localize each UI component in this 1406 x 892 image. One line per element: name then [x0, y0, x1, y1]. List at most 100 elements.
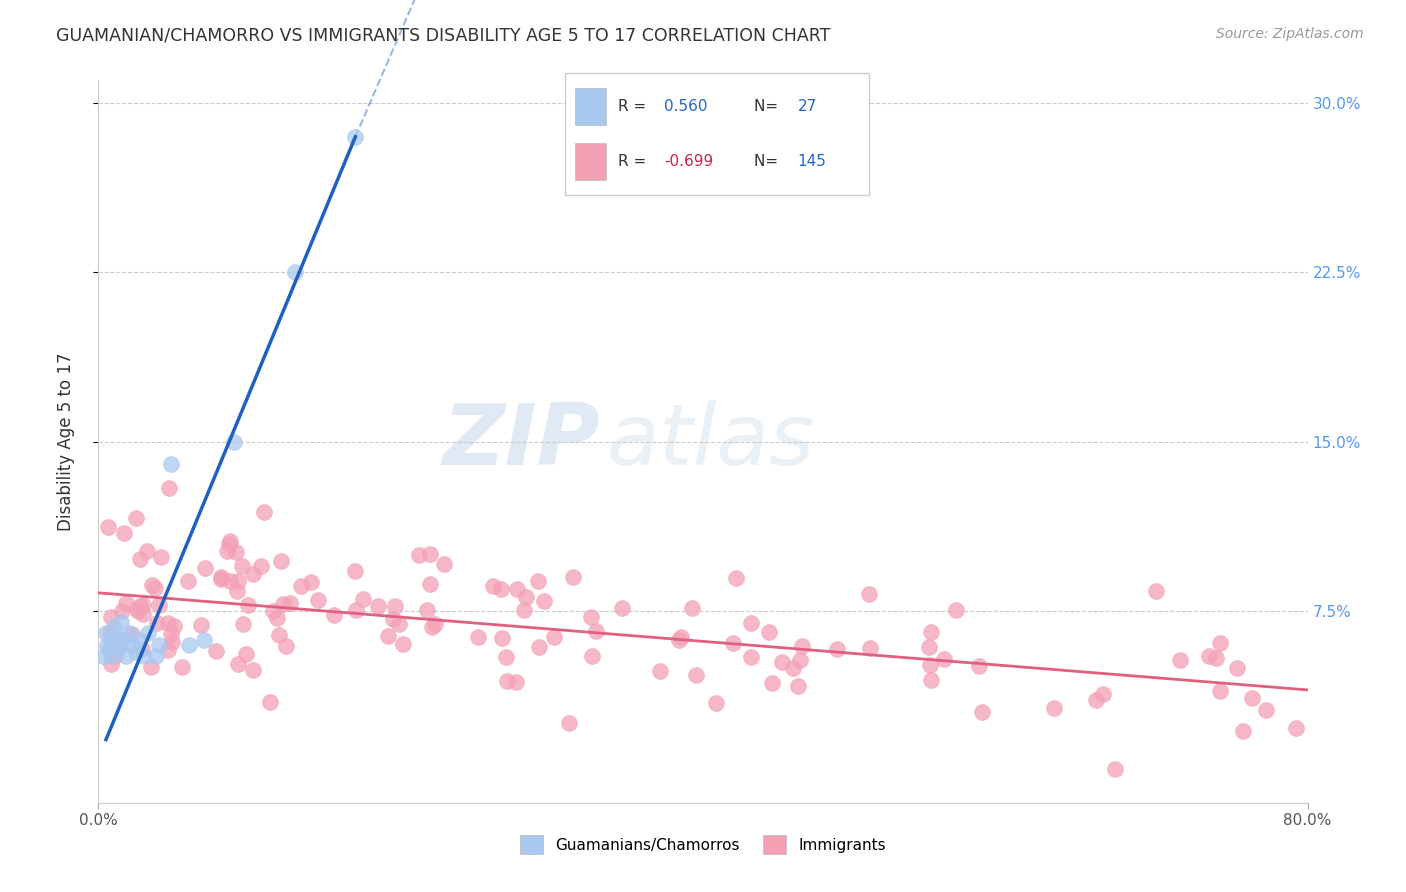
Point	[98, 642, 121, 657]
Point	[225, 544, 247, 558]
Point	[100, 633, 122, 648]
Point	[782, 660, 804, 674]
Text: 27: 27	[797, 99, 817, 114]
Point	[512, 603, 534, 617]
Point	[249, 559, 271, 574]
Point	[111, 604, 134, 618]
Point	[177, 574, 200, 588]
Point	[1240, 691, 1263, 706]
Point	[96, 638, 118, 652]
Point	[945, 603, 967, 617]
Point	[127, 604, 149, 618]
Point	[770, 655, 793, 669]
Point	[740, 615, 762, 630]
Point	[112, 525, 135, 540]
Point	[209, 570, 232, 584]
Point	[859, 641, 882, 656]
Point	[792, 639, 814, 653]
Point	[129, 551, 152, 566]
Point	[159, 627, 181, 641]
Point	[1285, 721, 1308, 735]
Text: 145: 145	[797, 153, 827, 169]
Point	[1232, 724, 1254, 739]
Point	[219, 574, 242, 588]
Point	[323, 608, 346, 623]
Point	[100, 625, 122, 640]
Legend: Guamanians/Chamorros, Immigrants: Guamanians/Chamorros, Immigrants	[515, 830, 891, 860]
Point	[1092, 687, 1115, 701]
Point	[225, 584, 247, 599]
Point	[858, 587, 880, 601]
Point	[681, 600, 703, 615]
Point	[226, 574, 249, 589]
Point	[270, 554, 292, 568]
Point	[156, 616, 179, 631]
Point	[1198, 648, 1220, 663]
Point	[408, 548, 430, 562]
Point	[121, 626, 143, 640]
Point	[1104, 762, 1126, 776]
Point	[1209, 683, 1232, 698]
Point	[344, 129, 367, 144]
Point	[156, 642, 179, 657]
Point	[118, 626, 141, 640]
Point	[668, 632, 690, 647]
Point	[561, 570, 583, 584]
Point	[789, 653, 811, 667]
Point	[217, 544, 239, 558]
Point	[149, 550, 172, 565]
Point	[132, 607, 155, 622]
Point	[495, 649, 517, 664]
Point	[190, 618, 212, 632]
Text: atlas: atlas	[606, 400, 814, 483]
Point	[274, 640, 297, 654]
Point	[920, 658, 942, 673]
Point	[170, 660, 193, 674]
Point	[367, 599, 389, 613]
Point	[224, 434, 246, 449]
Point	[278, 596, 301, 610]
Point	[491, 632, 513, 646]
Point	[384, 599, 406, 613]
Point	[344, 603, 367, 617]
Point	[495, 674, 517, 689]
Point	[343, 564, 366, 578]
Point	[131, 598, 153, 612]
Point	[160, 457, 183, 471]
Point	[432, 557, 454, 571]
Point	[419, 576, 441, 591]
Point	[125, 644, 148, 658]
Point	[704, 696, 727, 710]
Point	[121, 638, 143, 652]
Point	[419, 547, 441, 561]
Point	[482, 579, 505, 593]
Point	[141, 660, 163, 674]
Point	[758, 625, 780, 640]
Point	[299, 575, 322, 590]
Point	[235, 647, 257, 661]
Point	[136, 626, 159, 640]
Point	[918, 640, 941, 654]
Text: R =: R =	[619, 99, 651, 114]
Point	[1168, 653, 1191, 667]
Point	[416, 603, 439, 617]
Y-axis label: Disability Age 5 to 17: Disability Age 5 to 17	[56, 352, 75, 531]
Point	[388, 617, 411, 632]
Point	[352, 591, 374, 606]
Point	[377, 629, 399, 643]
Point	[269, 628, 291, 642]
Point	[145, 648, 167, 663]
Point	[107, 642, 129, 657]
Point	[425, 617, 447, 632]
Point	[721, 636, 744, 650]
Point	[219, 533, 242, 548]
Bar	[575, 143, 606, 180]
Point	[1209, 636, 1232, 650]
Point	[262, 604, 284, 618]
Text: GUAMANIAN/CHAMORRO VS IMMIGRANTS DISABILITY AGE 5 TO 17 CORRELATION CHART: GUAMANIAN/CHAMORRO VS IMMIGRANTS DISABIL…	[56, 27, 831, 45]
Point	[1226, 661, 1249, 675]
Point	[242, 567, 264, 582]
Point	[581, 649, 603, 664]
Text: N=: N=	[754, 99, 783, 114]
Point	[194, 561, 217, 575]
